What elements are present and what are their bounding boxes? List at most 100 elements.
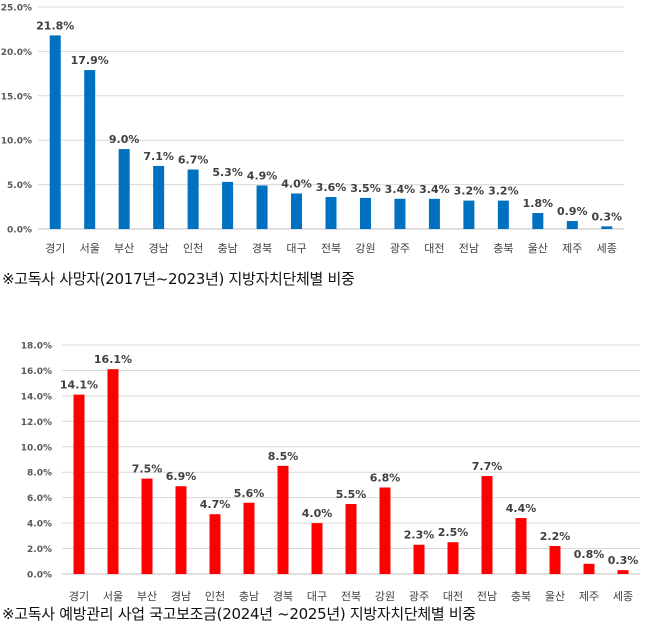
y-tick-label: 8.0% [27,469,52,479]
data-label: 5.6% [234,487,265,500]
y-tick-label: 2.0% [27,545,52,555]
data-label: 7.7% [472,460,503,473]
data-label: 0.3% [592,210,623,223]
bar [497,200,509,229]
bar [617,570,629,574]
chart-caption-death-share: ※고독사 사망자(2017년~2023년) 지방자치단체별 비중 [2,270,355,288]
y-tick-label: 25.0% [1,4,32,14]
data-label: 4.7% [200,498,231,511]
data-label: 0.9% [557,205,588,218]
data-label: 4.0% [281,177,312,190]
x-tick-label: 부산 [114,242,134,255]
y-tick-label: 10.0% [21,443,52,453]
x-tick-label: 충남 [217,242,237,255]
y-tick-label: 14.0% [21,392,52,402]
x-tick-label: 울산 [528,242,548,255]
x-tick-label: 경남 [149,242,169,255]
bar [601,226,613,229]
x-tick-label: 대구 [307,590,327,603]
data-label: 14.1% [60,379,98,392]
x-tick-label: 인천 [183,241,203,255]
bar [73,394,85,574]
x-tick-label: 세종 [613,590,633,603]
data-label: 5.3% [212,166,243,179]
bar [141,478,153,574]
data-label: 21.8% [36,19,74,32]
data-label: 0.3% [608,554,639,567]
x-tick-label: 전남 [459,242,479,255]
bar [359,197,371,229]
x-tick-label: 대전 [424,242,444,255]
x-tick-label: 전남 [477,590,497,603]
y-tick-label: 15.0% [1,92,32,102]
y-tick-label: 10.0% [1,137,32,147]
chart-death-share: 0.0% 5.0% 10.0% 15.0% 20.0% 25.0% 21.8% 경기 17.9%… [1,4,624,255]
data-label: 3.6% [316,181,347,194]
bar [532,213,544,229]
data-label: 7.1% [143,150,174,163]
y-tick-label: 12.0% [21,418,52,428]
x-tick-label: 경남 [171,590,191,603]
x-tick-label: 전북 [321,242,341,255]
x-tick-label: 경기 [45,242,65,255]
bar [222,181,234,229]
chart-caption-subsidy-share: ※고독사 예방관리 사업 국고보조금(2024년 ~2025년) 지방자치단체별… [2,605,476,623]
x-tick-label: 대구 [286,242,306,255]
x-tick-label: 부산 [137,590,157,603]
bar [549,546,561,574]
data-label: 5.5% [336,488,367,501]
x-tick-label: 전북 [341,590,361,603]
y-tick-label: 18.0% [21,342,52,352]
data-label: 3.2% [488,185,519,198]
bar [175,486,187,574]
data-label: 9.0% [109,133,140,146]
chart-subsidy-share: 0.0% 2.0% 4.0% 6.0% 8.0% 10.0% 12.0% 14.0% 16.0%… [21,342,640,603]
y-tick-label: 0.0% [7,226,32,236]
y-tick-label: 6.0% [27,494,52,504]
data-label: 3.4% [385,183,416,196]
data-label: 2.3% [404,529,435,542]
bar [311,523,323,574]
data-label: 16.1% [94,353,132,366]
x-tick-label: 충북 [493,242,513,255]
bar [413,544,425,574]
bar [84,70,96,229]
x-tick-label: 경기 [69,590,89,603]
y-tick-label: 20.0% [1,48,32,58]
bar [277,465,289,574]
data-label: 6.9% [166,470,197,483]
bar [243,502,255,574]
x-tick-label: 광주 [390,242,410,255]
x-tick-label: 충북 [511,590,531,603]
data-label: 4.4% [506,502,537,515]
data-label: 2.2% [540,530,571,543]
bar [515,518,527,574]
data-label: 8.5% [268,450,299,463]
data-label: 6.7% [178,154,209,167]
data-label: 3.2% [454,185,485,198]
x-tick-label: 세종 [597,242,617,255]
data-label: 1.8% [523,197,554,210]
bar [209,514,221,574]
data-label: 4.9% [247,169,278,182]
data-label: 17.9% [71,54,109,67]
x-tick-label: 광주 [409,590,429,603]
bar [325,197,337,229]
bar [394,198,406,229]
x-tick-label: 울산 [545,590,565,603]
y-tick-label: 0.0% [27,571,52,581]
x-tick-label: 대전 [443,590,463,603]
data-label: 4.0% [302,507,333,520]
bar [118,149,130,229]
bar [49,35,61,229]
x-tick-label: 경북 [252,242,272,255]
x-tick-label: 인천 [205,589,225,603]
bar [463,200,475,229]
x-tick-label: 경북 [273,590,293,603]
data-label: 7.5% [132,463,163,476]
y-tick-label: 5.0% [7,181,32,191]
bar [583,563,595,574]
data-label: 3.4% [419,183,450,196]
bar [428,198,440,229]
bar [291,193,303,229]
